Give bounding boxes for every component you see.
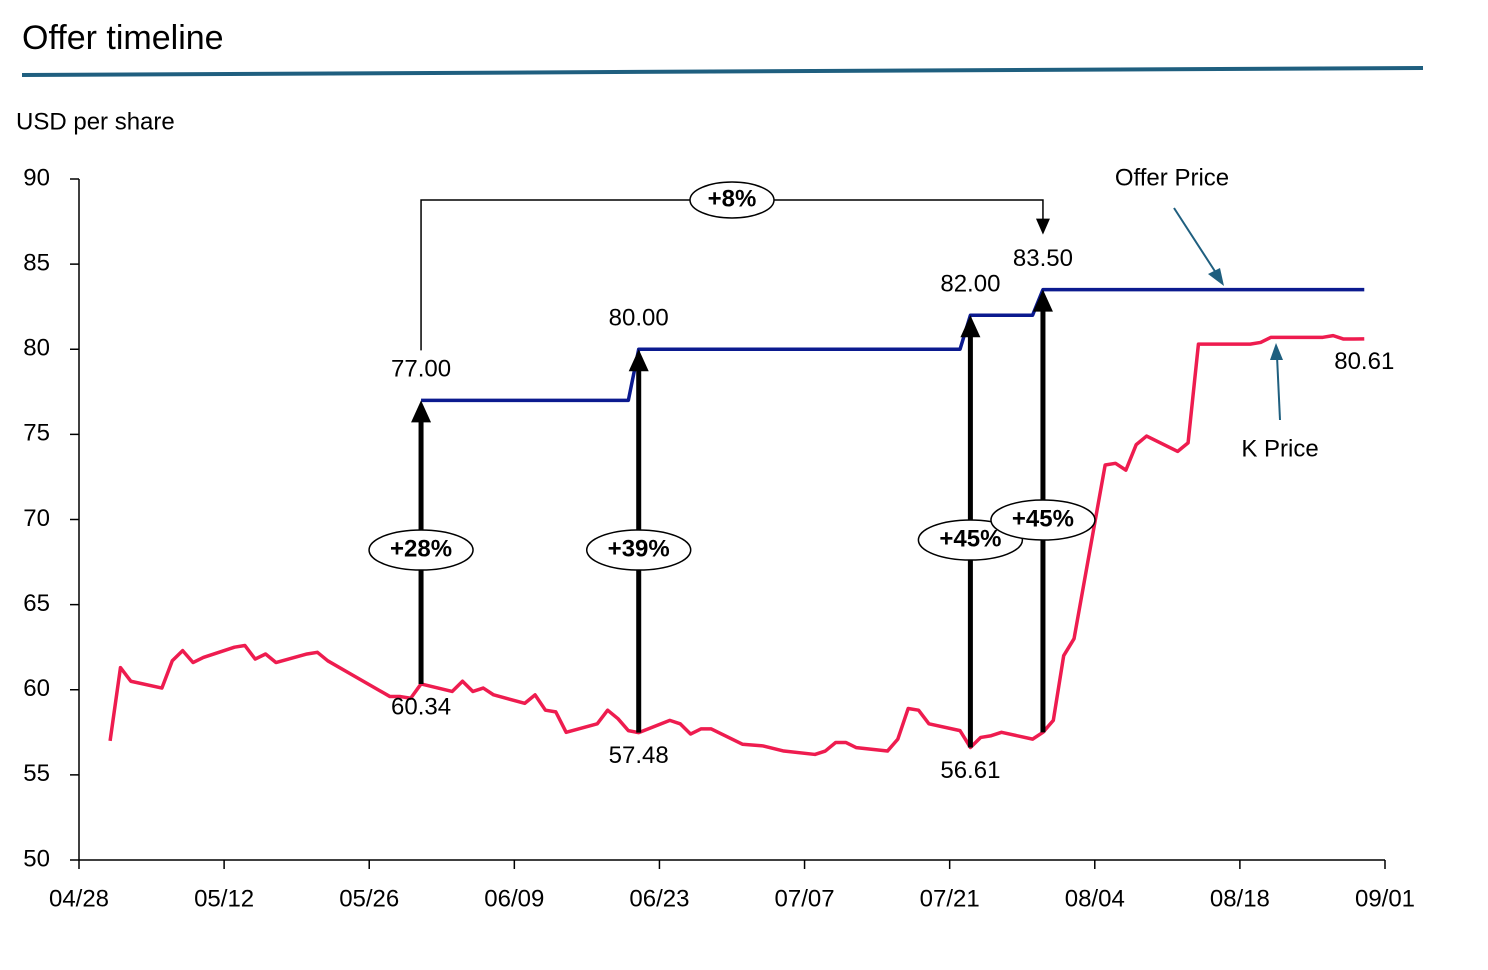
label-bubble (689, 181, 775, 219)
value-label: 57.48 (609, 742, 669, 769)
label-bubble (990, 499, 1096, 541)
arrowhead (628, 349, 649, 372)
y-axis-label: USD per share (16, 108, 175, 135)
x-tick-label: 05/12 (194, 885, 254, 912)
y-tick-label: 85 (23, 249, 50, 276)
value-label: 60.34 (391, 693, 451, 720)
label-bubble (917, 519, 1024, 561)
chart-title: Offer timeline (22, 19, 224, 57)
x-tick-label: 04/28 (49, 885, 109, 912)
x-tick-label: 08/04 (1065, 885, 1125, 912)
label-bubble (585, 529, 692, 571)
title-rule (21, 66, 1424, 77)
x-tick-label: 05/26 (339, 885, 399, 912)
bracket-label: +8% (708, 185, 757, 212)
y-tick-label: 75 (23, 420, 50, 447)
value-label: 80.61 (1334, 348, 1394, 375)
x-tick-label: 06/09 (484, 885, 544, 912)
label-bubble (368, 529, 474, 571)
line (108, 333, 1365, 757)
y-tick-label: 80 (23, 335, 50, 362)
x-tick-label: 09/01 (1355, 885, 1415, 912)
callout-line (1276, 355, 1281, 421)
arrow-label: +45% (1012, 505, 1074, 532)
arrow-label: +45% (939, 525, 1001, 552)
y-tick-label: 60 (23, 675, 50, 702)
arrowhead (1032, 289, 1053, 312)
arrow-label: +28% (390, 535, 452, 562)
legend-label: Offer Price (1115, 164, 1229, 191)
arrowhead (411, 400, 432, 423)
x-tick-label: 08/18 (1210, 885, 1270, 912)
callout-arrowhead (1270, 343, 1283, 360)
arrowhead (1035, 218, 1050, 235)
value-label: 83.50 (1013, 245, 1073, 272)
value-label: 56.61 (940, 757, 1000, 784)
value-label: 82.00 (940, 271, 1000, 298)
callout-line (1173, 207, 1219, 277)
arrowhead (960, 315, 981, 338)
x-tick-label: 07/21 (920, 885, 980, 912)
arrow-label: +39% (608, 535, 670, 562)
y-tick-label: 90 (23, 164, 50, 191)
y-tick-label: 65 (23, 590, 50, 617)
y-tick-label: 50 (23, 845, 50, 872)
y-tick-label: 55 (23, 760, 50, 787)
callout-arrowhead (1208, 268, 1224, 286)
legend-label: K Price (1241, 435, 1318, 462)
value-label: 77.00 (391, 356, 451, 383)
x-tick-label: 06/23 (629, 885, 689, 912)
x-tick-label: 07/07 (775, 885, 835, 912)
value-label: 80.00 (609, 305, 669, 332)
y-tick-label: 70 (23, 505, 50, 532)
